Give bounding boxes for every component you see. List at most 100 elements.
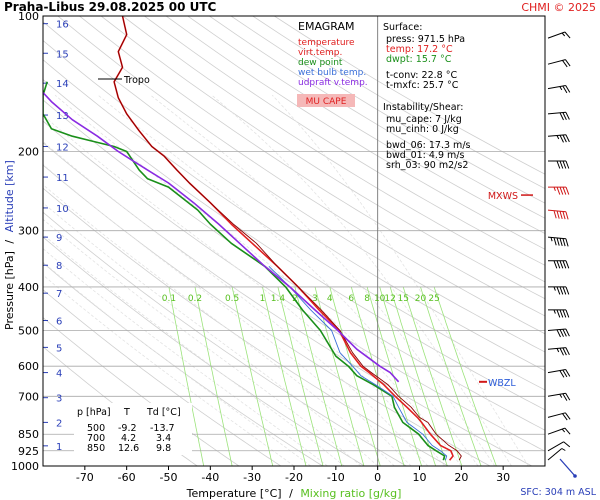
dry-adiabat-line [57, 16, 545, 335]
updraft-virtual-temperature-line [43, 92, 400, 383]
surface-temp: temp: 17.2 °C [386, 44, 453, 55]
level-table-cell: 700 [87, 433, 105, 444]
pressure-tick-label: 1000 [11, 460, 39, 473]
annotations: Tropo MXWS WBZL [98, 75, 533, 389]
surface-tconv: t-conv: 22.8 °C [386, 70, 457, 81]
instability-mu-cape: mu_cape: 7 J/kg [386, 114, 462, 125]
instability-panel: Instability/Shear: mu_cape: 7 J/kg mu_ci… [383, 102, 471, 171]
y-axis-label: Pressure [hPa] / Altitude [km] [3, 160, 16, 330]
moist-adiabat-line [43, 184, 395, 466]
wind-barb [547, 369, 571, 378]
legend-item-dew-point: dew point [298, 58, 343, 68]
altitude-tick-label: 2 [56, 418, 62, 429]
moist-adiabat-line [43, 218, 362, 466]
temperature-tick-label: -30 [243, 471, 261, 484]
dry-adiabat-line [122, 16, 545, 283]
x-axis-label-sep: / [289, 487, 293, 500]
wind-barb [547, 209, 569, 220]
altitude-tick-label: 15 [56, 49, 69, 60]
instability-mu-cinh: mu_cinh: 0 J/kg [386, 124, 459, 135]
surface-height-label: SFC: 304 m ASL [520, 487, 596, 498]
level-table-cell: 850 [87, 443, 105, 454]
temperature-tick-label: -40 [201, 471, 219, 484]
dry-adiabat-line [165, 16, 545, 250]
temperature-tick-label: -50 [160, 471, 178, 484]
pressure-tick-label: 200 [18, 145, 39, 158]
altitude-tick-label: 12 [56, 143, 69, 154]
mixing-ratio-label: 8 [364, 294, 370, 304]
dry-adiabat-line [43, 59, 545, 391]
dry-adiabat-line [144, 16, 545, 266]
legend-item-virt-temp: virt.temp. [298, 48, 342, 58]
surface-heading: Surface: [383, 22, 422, 33]
dry-adiabat-line [100, 16, 545, 300]
mixing-ratio-label: 0.2 [188, 294, 202, 304]
profile-series [43, 16, 462, 461]
wind-barb [547, 111, 570, 121]
mixing-ratio-label: 0.5 [225, 294, 239, 304]
altitude-tick-label: 5 [56, 343, 62, 354]
wind-barb [547, 412, 571, 421]
moist-adiabat-line [97, 94, 479, 466]
mu-cape-badge: MU CAPE [306, 97, 347, 107]
wind-barb [547, 392, 571, 401]
y-axis-label-altitude: Altitude [km] [3, 160, 16, 232]
plot-frame [42, 15, 546, 467]
altitude-tick-label: 10 [56, 204, 69, 215]
wind-barb [547, 31, 571, 39]
wind-barb [547, 427, 571, 435]
level-table-header-t: T [123, 407, 130, 418]
altitude-tick-label: 7 [56, 289, 62, 300]
instability-bwd01: bwd_01: 4.9 m/s [386, 150, 464, 161]
temperature-tick-labels: -70 -60 -50 -40 -30 -20 -10 0 10 20 30 [76, 471, 510, 484]
credit-label: CHMI © 2025 [521, 1, 596, 14]
dry-adiabat-line [43, 79, 545, 411]
virtual-temperature-line [113, 16, 462, 461]
instability-heading: Instability/Shear: [383, 102, 463, 113]
wind-barb [548, 186, 570, 195]
altitude-tick-label: 6 [56, 317, 62, 328]
pressure-tick-label: 925 [18, 445, 39, 458]
legend-item-wet-bulb: wet bulb temp. [298, 68, 366, 78]
dry-adiabat-line [79, 16, 545, 317]
wind-barb [547, 448, 566, 461]
pressure-tick-label: 100 [18, 10, 39, 23]
altitude-tick-label: 9 [56, 233, 62, 244]
tropopause-label: Tropo [123, 75, 150, 86]
temperature-tick-label: 30 [496, 471, 510, 484]
surface-panel: Surface: press: 971.5 hPa temp: 17.2 °C … [383, 22, 465, 91]
level-table-header-p: p [hPa] [77, 407, 111, 418]
moist-adiabat-line [43, 114, 445, 466]
mixing-ratio-label: 10 [374, 294, 386, 304]
mixing-ratio-label: 6 [348, 294, 354, 304]
chart-title: Praha-Libus 29.08.2025 00 UTC [4, 0, 217, 14]
wind-barb [548, 160, 570, 169]
x-axis-label: Temperature [°C] / Mixing ratio [g/kg] [186, 487, 402, 500]
wind-barb [547, 328, 570, 338]
temperature-tick-label: -10 [327, 471, 345, 484]
dry-adiabat-line [43, 39, 545, 372]
temperature-tick-label: 10 [413, 471, 427, 484]
wind-barb [547, 236, 569, 247]
wind-barb [547, 85, 571, 94]
mixing-ratio-label: 0.1 [162, 294, 176, 304]
surface-press: press: 971.5 hPa [386, 34, 465, 45]
instability-srh03: srh_03: 90 m2/s2 [386, 160, 468, 171]
y-axis-label-sep: / [3, 240, 16, 244]
temperature-tick-label: -60 [118, 471, 136, 484]
mixing-ratio-label: 25 [428, 294, 439, 304]
altitude-tick-label: 3 [56, 394, 62, 405]
level-table-cell: -13.7 [150, 423, 175, 434]
wind-barb [547, 441, 571, 452]
legend-item-updraft: udpraft v.temp. [298, 78, 368, 88]
legend-item-temperature: temperature [298, 38, 355, 48]
level-table-cell: -9.2 [118, 423, 137, 434]
mixing-ratio-label: 1 [260, 294, 266, 304]
pressure-tick-label: 400 [18, 281, 39, 294]
surface-dwpt: dwpt: 15.7 °C [386, 54, 452, 65]
pressure-tick-label: 600 [18, 360, 39, 373]
altitude-tick-label: 14 [56, 79, 69, 90]
temperature-tick-label: -70 [76, 471, 94, 484]
